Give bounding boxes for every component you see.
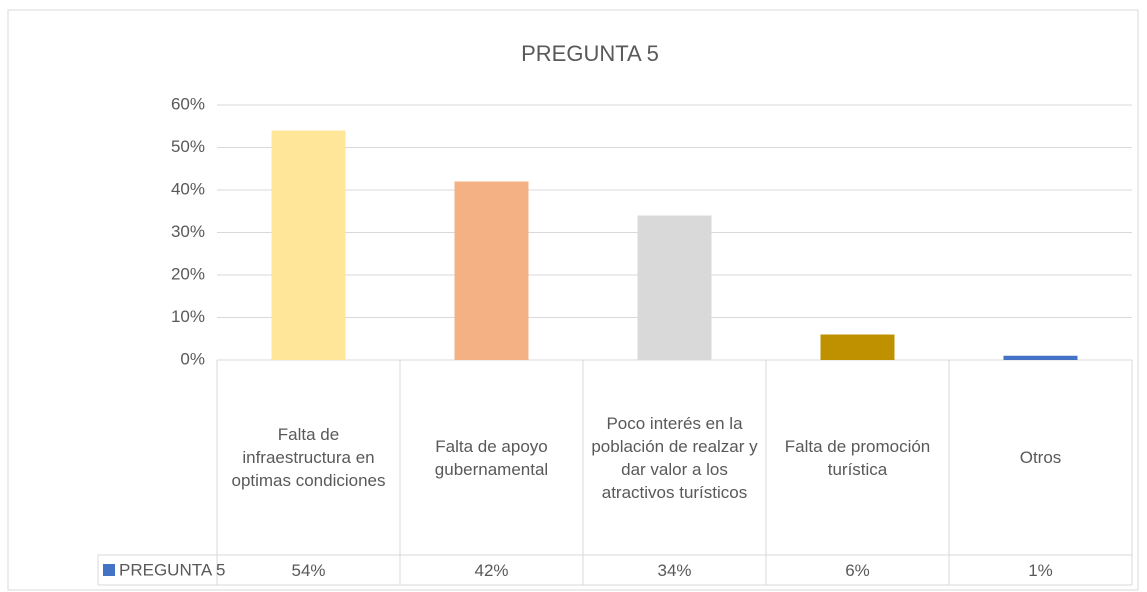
data-table-value: 42% <box>474 560 509 580</box>
y-tick-label: 30% <box>171 222 205 241</box>
legend-label: PREGUNTA 5 <box>119 560 225 579</box>
category-label: Otros <box>1019 448 1062 467</box>
y-tick-label: 60% <box>171 94 205 113</box>
category-label: Poco interés en la población de realzar … <box>591 413 758 502</box>
bar <box>820 334 895 360</box>
data-table-value: 54% <box>291 560 326 580</box>
data-table-value: 6% <box>845 560 870 580</box>
category-label: Falta de apoyo gubernamental <box>434 436 549 479</box>
legend-key <box>103 564 115 576</box>
y-tick-label: 40% <box>171 179 205 198</box>
data-table-value: 1% <box>1028 560 1053 580</box>
chart-border <box>7 9 1139 591</box>
category-label: Falta de infraestructura en optimas cond… <box>231 425 386 490</box>
y-tick-label: 20% <box>171 264 205 283</box>
y-tick-label: 0% <box>180 349 205 368</box>
bar <box>271 130 346 360</box>
chart-title: PREGUNTA 5 <box>521 41 659 66</box>
data-table-value: 34% <box>657 560 692 580</box>
bar <box>454 181 529 360</box>
y-tick-label: 50% <box>171 137 205 156</box>
y-tick-label: 10% <box>171 307 205 326</box>
bar <box>637 215 712 360</box>
bar <box>1003 355 1078 360</box>
category-label: Falta de promoción turística <box>784 436 931 479</box>
